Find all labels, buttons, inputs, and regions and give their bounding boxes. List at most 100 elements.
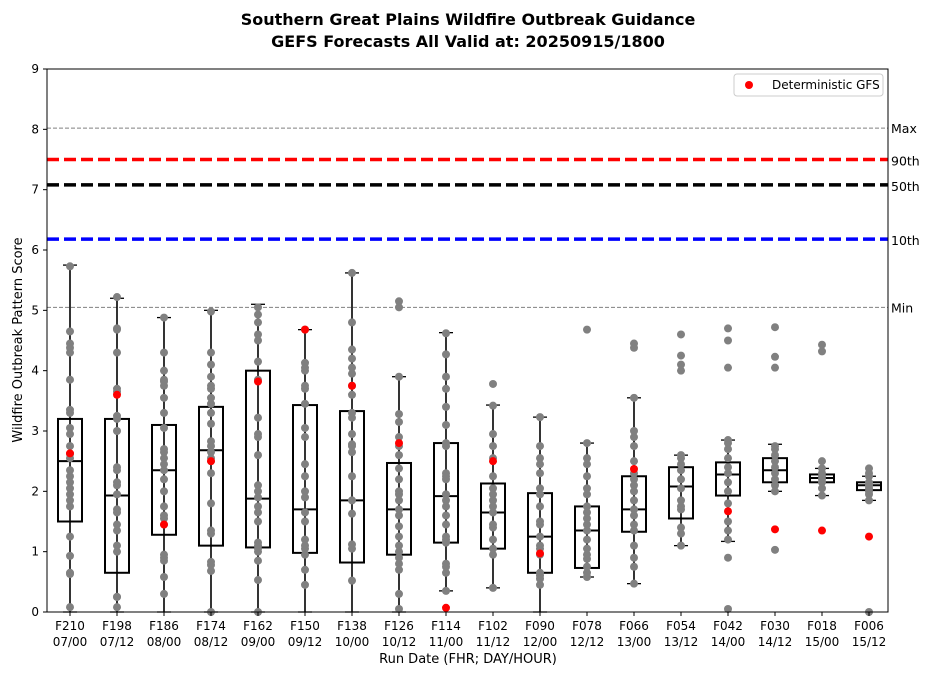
member-point (160, 408, 168, 417)
y-tick-label: 7 (31, 183, 39, 197)
chart-subtitle: GEFS Forecasts All Valid at: 20250915/18… (271, 32, 665, 51)
member-point (724, 535, 732, 544)
y-tick-label: 5 (31, 303, 39, 317)
member-point (630, 427, 638, 435)
member-point (207, 437, 215, 446)
member-point (442, 520, 450, 529)
member-point (348, 509, 356, 518)
x-tick-label-fhr: F006 (854, 619, 884, 633)
member-point (677, 366, 685, 375)
deterministic-gfs-points (66, 325, 873, 612)
member-point (536, 460, 544, 469)
member-point (254, 303, 262, 312)
member-point (442, 568, 450, 577)
legend-frame (733, 73, 884, 97)
member-point (348, 354, 356, 363)
member-point (160, 423, 168, 432)
member-point (301, 460, 309, 469)
member-point (724, 324, 732, 333)
member-point (724, 487, 732, 496)
member-point (442, 586, 450, 595)
member-point (160, 445, 168, 454)
member-point (536, 490, 544, 499)
member-point (160, 475, 168, 484)
member-point (301, 565, 309, 574)
member-point (207, 469, 215, 478)
member-point (301, 493, 309, 502)
member-point (301, 472, 309, 481)
member-point (207, 381, 215, 390)
member-point (771, 451, 779, 460)
gfs-point (66, 449, 74, 458)
x-tick-label-fhr: F090 (525, 619, 555, 633)
gfs-point (348, 381, 356, 390)
member-point (395, 297, 403, 306)
member-point (724, 445, 732, 454)
member-point (724, 336, 732, 345)
member-point (442, 502, 450, 511)
member-point (113, 427, 121, 435)
x-tick-label-fhr: F186 (149, 619, 179, 633)
member-point (724, 478, 732, 487)
member-point (489, 484, 497, 493)
x-tick-label-fhr: F198 (102, 619, 132, 633)
x-tick-label-fhr: F102 (478, 619, 508, 633)
member-point (489, 401, 497, 410)
member-point (301, 423, 309, 432)
member-point (66, 478, 74, 487)
member-point (771, 323, 779, 332)
member-point (536, 517, 544, 526)
member-point (442, 532, 450, 541)
member-point (207, 526, 215, 535)
member-point (818, 347, 826, 356)
member-point (771, 442, 779, 451)
member-point (66, 603, 74, 612)
member-point (254, 508, 262, 517)
member-point (395, 511, 403, 520)
member-point (583, 502, 591, 511)
member-point (395, 496, 403, 505)
member-point (160, 366, 168, 375)
member-point (630, 505, 638, 514)
member-point (677, 466, 685, 475)
x-axis: F210 07/00 F198 07/12 F186 08/00 F174 08/12 F162… (53, 612, 886, 649)
member-point (630, 487, 638, 496)
member-point (348, 576, 356, 585)
member-point (536, 541, 544, 550)
x-tick-label-dayhour: 12/00 (523, 635, 558, 649)
member-point (724, 469, 732, 478)
member-point (771, 475, 779, 484)
member-point (771, 481, 779, 490)
member-point (66, 339, 74, 348)
y-tick-label: 2 (31, 484, 39, 498)
member-point (630, 457, 638, 466)
member-point (395, 433, 403, 442)
member-point (395, 505, 403, 514)
member-point (489, 496, 497, 505)
gfs-point (395, 439, 403, 448)
member-point (254, 430, 262, 439)
x-tick-label-dayhour: 14/00 (711, 635, 746, 649)
gfs-point (254, 377, 262, 386)
member-point (818, 340, 826, 349)
member-point (254, 336, 262, 345)
y-axis: 0 1 2 3 4 5 6 7 8 9 (31, 62, 47, 619)
member-point (113, 520, 121, 529)
member-point (113, 384, 121, 393)
member-point (160, 487, 168, 496)
member-point (583, 454, 591, 463)
member-point (771, 352, 779, 361)
gfs-point (207, 457, 215, 466)
member-point (630, 553, 638, 562)
legend: Deterministic GFS (733, 73, 884, 97)
member-point (66, 484, 74, 493)
y-tick-label: 3 (31, 424, 39, 438)
member-point (771, 463, 779, 472)
member-point (301, 580, 309, 589)
member-point (254, 330, 262, 339)
member-point (66, 568, 74, 577)
y-tick-label: 6 (31, 243, 39, 257)
member-point (724, 436, 732, 445)
member-point (489, 520, 497, 529)
member-point (301, 487, 309, 496)
